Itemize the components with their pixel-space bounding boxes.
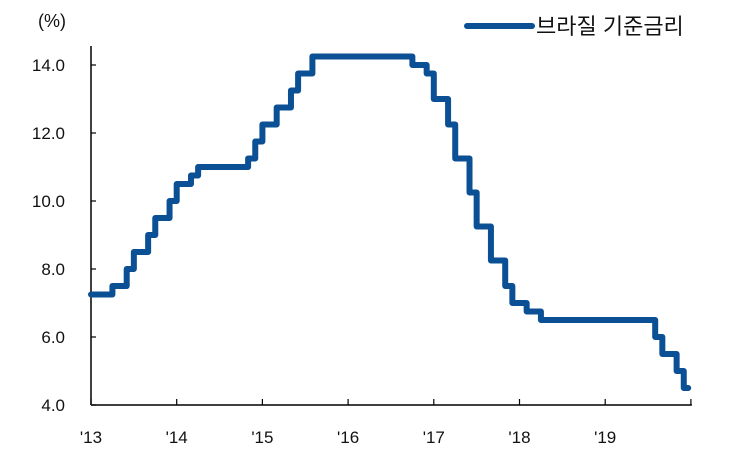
axes: 4.0 6.0 8.0 10.0 12.0 14.0 '13 '14 '15 '16 '17 '18 '… bbox=[32, 46, 692, 447]
y-tick-label: 4.0 bbox=[41, 396, 65, 415]
y-tick-label: 6.0 bbox=[41, 328, 65, 347]
series-line-brazil-policy-rate bbox=[88, 53, 692, 391]
y-tick-label: 10.0 bbox=[32, 192, 65, 211]
legend: 브라질 기준금리 bbox=[464, 14, 684, 39]
x-tick-label: '15 bbox=[251, 428, 273, 447]
x-tick-label: '18 bbox=[508, 428, 530, 447]
x-tick-label: '14 bbox=[166, 428, 188, 447]
series-layer bbox=[88, 53, 692, 391]
y-axis-unit-label: (%) bbox=[38, 11, 66, 31]
legend-label: 브라질 기준금리 bbox=[536, 14, 684, 39]
x-tick-label: '19 bbox=[594, 428, 616, 447]
y-tick-label: 8.0 bbox=[41, 260, 65, 279]
x-tick-label: '16 bbox=[337, 428, 359, 447]
x-tick-label: '13 bbox=[80, 428, 102, 447]
y-tick-label: 14.0 bbox=[32, 56, 65, 75]
x-tick-label: '17 bbox=[423, 428, 445, 447]
y-tick-label: 12.0 bbox=[32, 124, 65, 143]
